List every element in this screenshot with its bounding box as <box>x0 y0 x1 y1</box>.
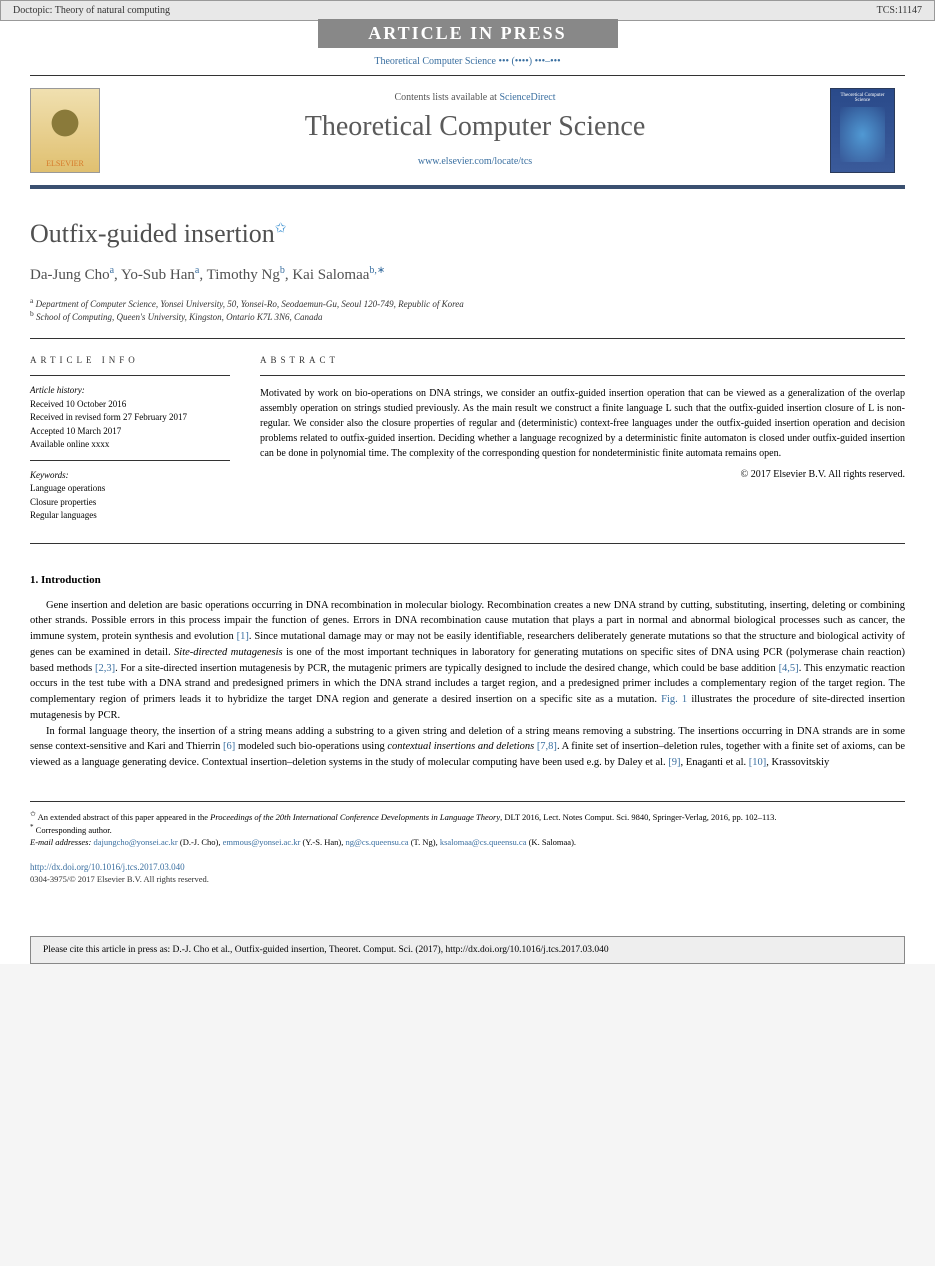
article-info-heading: ARTICLE INFO <box>30 355 230 365</box>
keyword: Language operations <box>30 482 230 496</box>
affiliation: a Department of Computer Science, Yonsei… <box>30 296 905 309</box>
email-link[interactable]: emmous@yonsei.ac.kr <box>223 837 301 847</box>
abstract-heading: ABSTRACT <box>260 355 905 365</box>
cover-thumb-graphic <box>840 107 885 162</box>
intro-para-2: In formal language theory, the insertion… <box>30 724 905 771</box>
contents-prefix: Contents lists available at <box>394 92 499 103</box>
journal-cover-thumbnail: Theoretical Computer Science <box>830 88 895 173</box>
history-item: Received in revised form 27 February 201… <box>30 411 230 425</box>
page: Doctopic: Theory of natural computing TC… <box>0 0 935 964</box>
term-italic: Site-directed mutagenesis <box>174 647 283 658</box>
cover-thumb-title: Theoretical Computer Science <box>835 93 890 103</box>
footnote-star: ✩ An extended abstract of this paper app… <box>30 810 905 824</box>
email-link[interactable]: dajungcho@yonsei.ac.kr <box>93 837 177 847</box>
keywords-block: Keywords: Language operations Closure pr… <box>30 469 230 523</box>
elsevier-tree-icon <box>40 99 90 159</box>
article-history-block: Article history: Received 10 October 201… <box>30 384 230 452</box>
cover-thumb-wrap: Theoretical Computer Science <box>830 88 905 173</box>
article-id: TCS:11147 <box>877 5 922 16</box>
author: Da-Jung Choa <box>30 267 114 283</box>
author: Yo-Sub Hana <box>121 267 199 283</box>
abstract-text: Motivated by work on bio-operations on D… <box>260 386 905 461</box>
affiliations: a Department of Computer Science, Yonsei… <box>30 296 905 339</box>
authors-line: Da-Jung Choa, Yo-Sub Hana, Timothy Ngb, … <box>30 265 905 284</box>
history-label: Article history: <box>30 384 230 398</box>
info-abstract-row: ARTICLE INFO Article history: Received 1… <box>30 355 905 544</box>
doi-link-line: http://dx.doi.org/10.1016/j.tcs.2017.03.… <box>30 861 905 874</box>
title-star-icon: ✩ <box>275 221 287 236</box>
abstract-column: ABSTRACT Motivated by work on bio-operat… <box>260 355 905 523</box>
footer-notes: ✩ An extended abstract of this paper app… <box>30 801 905 886</box>
author: Timothy Ngb <box>207 267 285 283</box>
emails-label: E-mail addresses: <box>30 837 93 847</box>
journal-homepage-link[interactable]: www.elsevier.com/locate/tcs <box>418 156 532 167</box>
citation-link[interactable]: [10] <box>749 757 767 768</box>
asterisk-icon: * <box>30 823 34 831</box>
divider <box>30 460 230 461</box>
history-item: Accepted 10 March 2017 <box>30 425 230 439</box>
press-banner-wrap: ARTICLE IN PRESS <box>0 19 935 48</box>
article-info-column: ARTICLE INFO Article history: Received 1… <box>30 355 230 523</box>
figure-link[interactable]: Fig. 1 <box>661 694 687 705</box>
issn-copyright: 0304-3975/© 2017 Elsevier B.V. All right… <box>30 874 905 886</box>
citation-link[interactable]: [4,5] <box>779 663 799 674</box>
history-item: Received 10 October 2016 <box>30 398 230 412</box>
abstract-copyright: © 2017 Elsevier B.V. All rights reserved… <box>260 469 905 480</box>
header-center: Contents lists available at ScienceDirec… <box>120 92 830 169</box>
divider <box>30 375 230 376</box>
divider <box>260 375 905 376</box>
top-meta-bar: Doctopic: Theory of natural computing TC… <box>0 0 935 21</box>
title-text: Outfix-guided insertion <box>30 219 275 248</box>
article-content: Outfix-guided insertion✩ Da-Jung Choa, Y… <box>0 189 935 916</box>
journal-citation-line: Theoretical Computer Science ••• (••••) … <box>0 48 935 75</box>
elsevier-logo-icon: ELSEVIER <box>30 88 100 173</box>
citation-link[interactable]: [2,3] <box>95 663 115 674</box>
keyword: Regular languages <box>30 509 230 523</box>
article-title: Outfix-guided insertion✩ <box>30 219 905 249</box>
footnote-corresponding: * Corresponding author. <box>30 823 905 837</box>
citation-box: Please cite this article in press as: D.… <box>30 936 905 964</box>
email-link[interactable]: ksalomaa@cs.queensu.ca <box>440 837 527 847</box>
email-addresses-line: E-mail addresses: dajungcho@yonsei.ac.kr… <box>30 837 905 849</box>
section-heading-intro: 1. Introduction <box>30 574 905 586</box>
citation-link[interactable]: [1] <box>237 631 249 642</box>
contents-available-line: Contents lists available at ScienceDirec… <box>120 92 830 103</box>
doctopic-label: Doctopic: Theory of natural computing <box>13 5 170 16</box>
keyword: Closure properties <box>30 496 230 510</box>
journal-header: ELSEVIER Contents lists available at Sci… <box>30 75 905 189</box>
journal-title: Theoretical Computer Science <box>120 111 830 143</box>
keywords-label: Keywords: <box>30 469 230 483</box>
term-italic: contextual insertions and deletions <box>387 741 534 752</box>
citation-link[interactable]: [7,8] <box>537 741 557 752</box>
citation-link[interactable]: [9] <box>668 757 680 768</box>
citation-link[interactable]: [6] <box>223 741 235 752</box>
star-icon: ✩ <box>30 810 36 818</box>
email-link[interactable]: ng@cs.queensu.ca <box>346 837 409 847</box>
publisher-name: ELSEVIER <box>46 159 84 168</box>
publisher-logo-wrap: ELSEVIER <box>30 88 120 173</box>
introduction-body: Gene insertion and deletion are basic op… <box>30 598 905 771</box>
intro-para-1: Gene insertion and deletion are basic op… <box>30 598 905 724</box>
in-press-banner: ARTICLE IN PRESS <box>318 19 618 48</box>
author: Kai Salomaab,∗ <box>292 267 385 283</box>
affiliation: b School of Computing, Queen's Universit… <box>30 309 905 322</box>
doi-link[interactable]: http://dx.doi.org/10.1016/j.tcs.2017.03.… <box>30 862 185 872</box>
history-item: Available online xxxx <box>30 438 230 452</box>
sciencedirect-link[interactable]: ScienceDirect <box>499 92 555 103</box>
